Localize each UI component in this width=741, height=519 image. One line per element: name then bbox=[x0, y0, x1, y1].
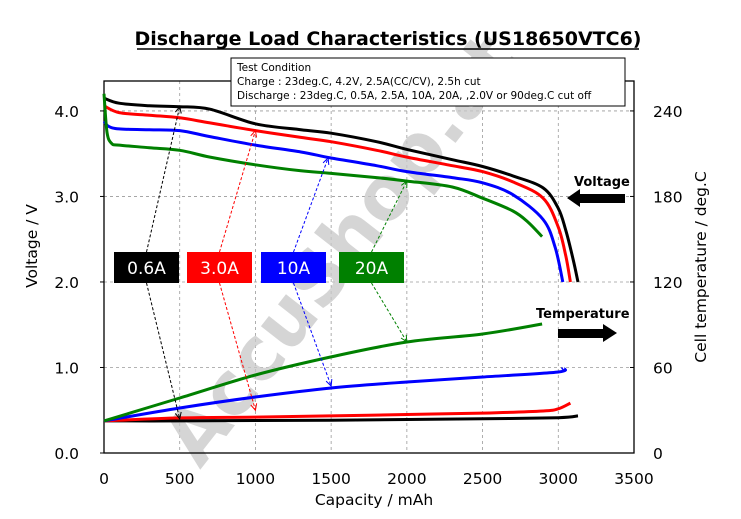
voltage-line-10a bbox=[102, 120, 565, 283]
y-tick-label: 4.0 bbox=[54, 103, 79, 121]
test-condition-heading: Test Condition bbox=[236, 62, 311, 74]
x-tick-label: 1000 bbox=[236, 470, 275, 488]
pointer-temperature-20a-head bbox=[400, 334, 408, 343]
temperature-line-0-6a bbox=[103, 414, 579, 423]
test-condition-frame bbox=[230, 57, 626, 107]
pointer-voltage-3-0a bbox=[219, 130, 256, 253]
x-tick-label: 2500 bbox=[463, 470, 502, 488]
y-tick-label: 0.0 bbox=[54, 445, 79, 463]
test-condition-charge: Charge : 23deg.C, 4.2V, 2.5A(CC/CV), 2.5… bbox=[237, 76, 481, 88]
test-condition-box: Test Condition Charge : 23deg.C, 4.2V, 2… bbox=[230, 57, 626, 107]
pointer-temperature-10a-head bbox=[325, 378, 333, 388]
pointer-voltage-0-6a-head bbox=[174, 105, 182, 114]
test-condition-discharge: Discharge : 23deg.C, 0.5A, 2.5A, 10A, 20… bbox=[237, 90, 592, 102]
voltage-line-0-6a bbox=[103, 96, 580, 283]
legend-box-3-0a bbox=[187, 252, 252, 283]
pointer-voltage-10a bbox=[293, 157, 329, 253]
pointer-voltage-3-0a-head bbox=[250, 129, 258, 138]
y-tick-label: 1.0 bbox=[54, 359, 79, 377]
legend-label-20a: 20A bbox=[355, 259, 389, 279]
pointer-temperature-10a bbox=[293, 282, 332, 387]
y-tick-label: 3.0 bbox=[54, 188, 79, 206]
pointer-temperature-0-6a-head bbox=[174, 411, 182, 420]
legend-box-20a bbox=[339, 252, 404, 283]
pointer-temperature-3-0a bbox=[219, 282, 256, 411]
y2-tick-label: 180 bbox=[653, 188, 683, 206]
arrow-left-icon bbox=[567, 189, 625, 207]
pointer-voltage-20a bbox=[371, 180, 408, 253]
y-axis-label: Voltage / V bbox=[23, 204, 41, 288]
chart-title: Discharge Load Characteristics (US18650V… bbox=[135, 28, 642, 50]
voltage-line-20a bbox=[102, 93, 544, 238]
axis-ticks: 0 500 1000 1500 2000 2500 3000 3500 0.0 1.0 2.0 3.0… bbox=[54, 103, 682, 488]
pointer-temperature-3-0a-head bbox=[250, 403, 258, 412]
voltage-annotation-label: Voltage bbox=[574, 175, 630, 190]
voltage-line-3-0a bbox=[103, 104, 572, 283]
legend-box-10a bbox=[261, 252, 326, 283]
voltage-annotation: Voltage bbox=[567, 175, 630, 207]
x-tick-label: 3500 bbox=[614, 470, 653, 488]
y2-tick-label: 0 bbox=[653, 445, 663, 463]
legend-box-0-6a bbox=[114, 252, 179, 283]
y2-tick-label: 120 bbox=[653, 274, 683, 292]
arrow-right-icon bbox=[558, 324, 617, 342]
legend-label-3-0a: 3.0A bbox=[200, 259, 239, 279]
series bbox=[102, 93, 580, 423]
pointer-voltage-10a-head bbox=[322, 156, 330, 165]
temperature-annotation-label: Temperature bbox=[536, 307, 630, 322]
legend-label-0-6a: 0.6A bbox=[127, 259, 166, 279]
pointer-temperature-0-6a bbox=[146, 282, 181, 419]
x-tick-label: 3000 bbox=[539, 470, 578, 488]
x-axis-label: Capacity / mAh bbox=[315, 491, 433, 509]
y2-tick-label: 240 bbox=[653, 103, 683, 121]
legend-label-10a: 10A bbox=[277, 259, 311, 279]
pointer-voltage-20a-head bbox=[401, 180, 408, 189]
temperature-line-10a bbox=[103, 366, 567, 423]
x-tick-label: 0 bbox=[99, 470, 109, 488]
legend-pointers bbox=[146, 105, 408, 420]
x-tick-label: 1500 bbox=[311, 470, 350, 488]
temperature-line-20a bbox=[103, 322, 543, 423]
pointer-temperature-20a bbox=[371, 282, 408, 343]
x-tick-label: 500 bbox=[165, 470, 195, 488]
y2-tick-label: 60 bbox=[653, 359, 673, 377]
y2-axis-label: Cell temperature / deg.C bbox=[692, 171, 710, 362]
temperature-annotation: Temperature bbox=[536, 307, 630, 342]
x-tick-label: 2000 bbox=[387, 470, 426, 488]
temperature-line-3-0a bbox=[103, 401, 572, 423]
legend: 0.6A 3.0A 10A 20A bbox=[114, 252, 404, 283]
y-tick-label: 2.0 bbox=[54, 274, 79, 292]
